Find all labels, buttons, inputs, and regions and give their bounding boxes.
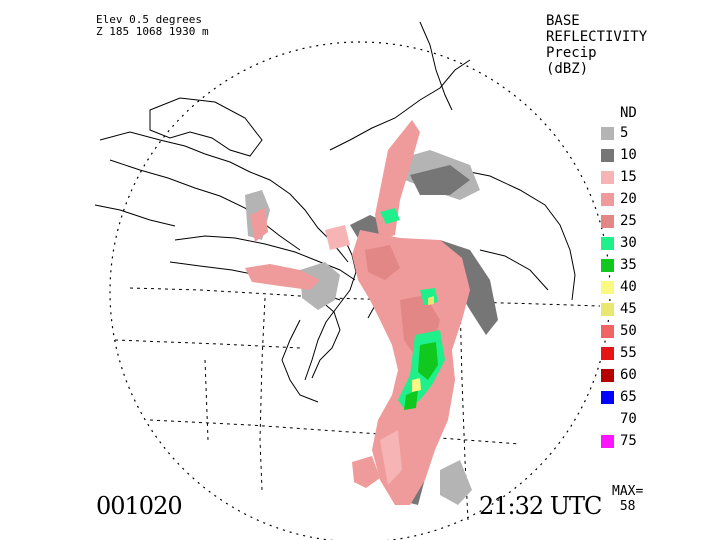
date-label: 001020: [96, 492, 183, 520]
legend-item: 35: [601, 254, 637, 276]
elevation-label: Elev 0.5 degrees: [96, 13, 202, 26]
legend-value-label: 45: [620, 301, 637, 317]
legend-value-label: 70: [620, 411, 637, 427]
legend-value-label: 5: [620, 125, 629, 141]
legend-item: 25: [601, 210, 637, 232]
legend-item: 5: [601, 122, 637, 144]
boundary-lines: [114, 287, 601, 521]
legend-item: 40: [601, 276, 637, 298]
product-line-1: BASE: [546, 13, 580, 29]
max-value-box: MAX= 58: [612, 484, 643, 514]
product-line-4: (dBZ): [546, 61, 589, 77]
legend-swatch: [601, 302, 614, 316]
product-line-3: Precip: [546, 45, 597, 61]
product-title: BASE REFLECTIVITY Precip (dBZ): [546, 13, 647, 77]
legend-item: 15: [601, 166, 637, 188]
time-label: 21:32 UTC: [479, 492, 602, 520]
max-label: MAX=: [612, 484, 644, 499]
product-line-2: REFLECTIVITY: [546, 29, 648, 45]
legend-swatch: [601, 236, 614, 250]
legend-item: 75: [601, 430, 637, 452]
legend-swatch: [601, 148, 614, 162]
legend-value-label: 25: [620, 213, 637, 229]
legend-value-label: 10: [620, 147, 637, 163]
legend-swatch: [601, 192, 614, 206]
legend-value-label: 40: [620, 279, 637, 295]
legend-value-label: 55: [620, 345, 637, 361]
legend-value-label: 20: [620, 191, 637, 207]
legend-value-label: 15: [620, 169, 637, 185]
legend-value-label: 35: [620, 257, 637, 273]
legend-value-label: 30: [620, 235, 637, 251]
color-legend: ND 5 10 15 20 25 30 35 40 45 50 55 60 65 70 75: [601, 104, 637, 452]
legend-swatch: [601, 258, 614, 272]
legend-swatch: [601, 368, 614, 382]
legend-item: 55: [601, 342, 637, 364]
max-value: 58: [619, 499, 636, 514]
legend-item: 10: [601, 144, 637, 166]
legend-item: 65: [601, 386, 637, 408]
legend-swatch: [601, 214, 614, 228]
legend-value-label: 65: [620, 389, 637, 405]
legend-item: 20: [601, 188, 637, 210]
reflectivity-echoes: [245, 120, 498, 505]
legend-swatch: [601, 324, 614, 338]
legend-value-label: 60: [620, 367, 637, 383]
legend-item: 30: [601, 232, 637, 254]
legend-value-label: 75: [620, 433, 637, 449]
legend-swatch: [601, 280, 614, 294]
legend-swatch: [601, 170, 614, 184]
geography-outlines: [94, 21, 576, 403]
legend-swatch: [601, 434, 614, 448]
legend-nd-label: ND: [620, 105, 637, 121]
legend-value-label: 50: [620, 323, 637, 339]
legend-item: 70: [601, 408, 637, 430]
legend-item: 50: [601, 320, 637, 342]
legend-swatch: [601, 412, 614, 426]
legend-swatch: [601, 126, 614, 140]
legend-swatch: [601, 346, 614, 360]
legend-item: 60: [601, 364, 637, 386]
legend-item: 45: [601, 298, 637, 320]
site-info-label: Z 185 1068 1930 m: [96, 25, 209, 38]
legend-swatch: [601, 390, 614, 404]
